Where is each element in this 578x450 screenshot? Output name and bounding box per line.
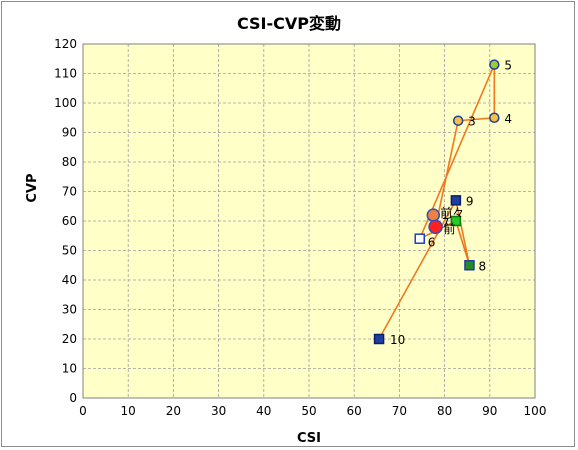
series: 前々前 3 4 5 67 8 9 10 [373,59,512,347]
data-label: 4 [504,112,512,126]
point-marker [489,59,500,70]
x-axis-label: CSI [297,431,321,446]
x-tick-label: 90 [482,404,497,418]
point-marker [450,195,462,206]
x-tick-label: 50 [301,404,316,418]
data-label: 前々 [440,205,464,220]
y-tick-label: 50 [62,244,77,258]
data-label: 9 [466,194,474,208]
point-marker [426,208,441,222]
data-label: 7 [442,216,450,230]
y-tick-label: 70 [62,185,77,199]
plot-border [82,43,536,399]
data-label: 6 [428,236,436,250]
point-marker [489,112,500,123]
point-marker [452,115,464,126]
y-axis-label: CVP [25,173,40,202]
point-marker [373,333,385,345]
y-tick-label: 0 [69,391,77,405]
data-label: 8 [478,259,486,273]
y-tick-label: 100 [54,96,77,110]
y-tick-label: 110 [54,67,77,81]
y-tick-label: 20 [62,332,77,346]
x-tick-label: 40 [256,404,271,418]
point-marker [464,260,475,271]
x-tick-label: 0 [79,404,87,418]
point-marker [428,219,443,235]
y-tick-label: 10 [62,362,77,376]
x-tick-labels: 0 10 20 30 40 50 60 70 80 90 100 [79,404,546,418]
x-tick-label: 70 [392,404,407,418]
x-tick-label: 80 [437,404,452,418]
y-tick-label: 80 [62,155,77,169]
y-tick-label: 60 [62,214,77,228]
point-marker [414,233,425,244]
y-tick-label: 30 [62,303,77,317]
x-tick-label: 30 [211,404,226,418]
y-tick-label: 120 [54,37,77,51]
series-line [378,64,496,340]
x-tick-label: 10 [121,404,136,418]
y-tick-label: 90 [62,126,77,140]
point-marker [450,215,462,227]
data-label: 5 [504,59,512,73]
y-tick-labels: 0 10 20 30 40 50 60 70 80 90 100 110 120 [54,37,77,405]
data-label: 3 [468,115,476,129]
data-label: 前 [444,221,456,236]
x-tick-label: 60 [347,404,362,418]
data-label: 10 [390,333,405,347]
chart-title: CSI-CVP変動 [236,14,341,33]
x-tick-label: 20 [166,404,181,418]
x-tick-label: 100 [524,404,547,418]
y-tick-label: 40 [62,273,77,287]
